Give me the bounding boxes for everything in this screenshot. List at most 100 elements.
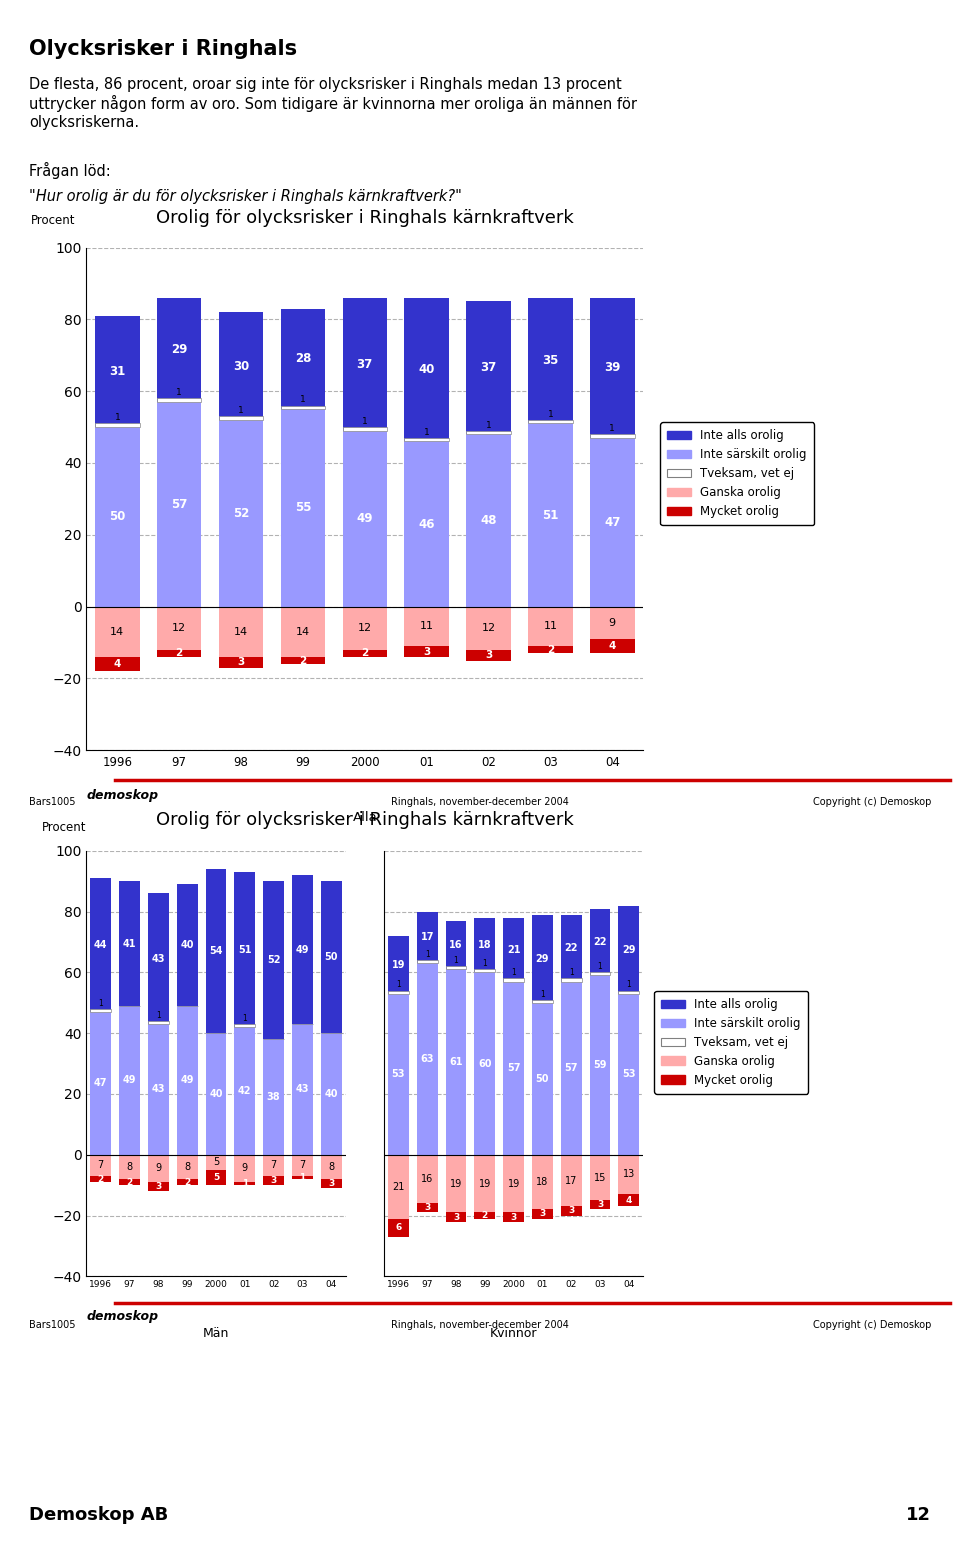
- Bar: [177, 1006, 198, 1154]
- Text: demoskop: demoskop: [86, 789, 158, 801]
- Text: 46: 46: [419, 518, 435, 531]
- Text: 1: 1: [238, 407, 244, 415]
- Bar: [561, 981, 582, 1154]
- Text: 22: 22: [564, 944, 578, 953]
- Bar: [292, 876, 313, 1024]
- Bar: [417, 1154, 438, 1204]
- Text: 3: 3: [568, 1207, 574, 1216]
- Bar: [618, 905, 639, 993]
- Bar: [388, 1154, 409, 1219]
- Text: 3: 3: [453, 1213, 459, 1222]
- Text: 18: 18: [537, 1177, 548, 1187]
- Text: 1: 1: [362, 418, 368, 425]
- Text: 13: 13: [623, 1170, 635, 1179]
- Text: 1: 1: [423, 429, 429, 436]
- Text: 44: 44: [94, 941, 108, 950]
- Text: 61: 61: [449, 1057, 463, 1067]
- Bar: [589, 1200, 611, 1210]
- Text: 53: 53: [622, 1069, 636, 1080]
- Bar: [234, 1182, 255, 1185]
- Text: Orolig för olycksrisker i Ringhals kärnkraftverk: Orolig för olycksrisker i Ringhals kärnk…: [156, 811, 574, 829]
- Text: 11: 11: [420, 622, 434, 631]
- Bar: [589, 908, 611, 976]
- Text: 1: 1: [483, 959, 487, 968]
- Text: 8: 8: [184, 1162, 190, 1173]
- Bar: [474, 973, 495, 1154]
- Bar: [95, 316, 139, 427]
- Text: 37: 37: [357, 357, 372, 371]
- Bar: [280, 405, 325, 408]
- Bar: [119, 1154, 140, 1179]
- Bar: [280, 308, 325, 408]
- Text: 4: 4: [626, 1196, 632, 1205]
- Text: 1: 1: [512, 968, 516, 978]
- Bar: [528, 647, 573, 653]
- Text: 31: 31: [109, 365, 126, 377]
- Bar: [280, 657, 325, 664]
- Bar: [474, 1213, 495, 1219]
- Bar: [119, 1179, 140, 1185]
- Bar: [292, 1024, 313, 1154]
- Text: De flesta, 86 procent, oroar sig inte för olycksrisker i Ringhals medan 13 proce: De flesta, 86 procent, oroar sig inte fö…: [29, 77, 636, 130]
- Text: 17: 17: [565, 1176, 577, 1185]
- Bar: [90, 879, 111, 1012]
- Bar: [532, 1210, 553, 1219]
- Bar: [618, 990, 639, 993]
- Bar: [90, 1176, 111, 1182]
- Text: 3: 3: [511, 1213, 516, 1222]
- Bar: [177, 885, 198, 1006]
- Bar: [156, 650, 202, 657]
- Bar: [503, 1213, 524, 1222]
- Bar: [532, 1002, 553, 1154]
- Bar: [404, 606, 449, 647]
- Text: 2: 2: [98, 1174, 104, 1183]
- Bar: [445, 1154, 467, 1213]
- Bar: [205, 1033, 227, 1154]
- Bar: [280, 606, 325, 657]
- Bar: [388, 990, 409, 993]
- Text: 14: 14: [234, 627, 248, 637]
- Text: 16: 16: [421, 1174, 433, 1183]
- Text: demoskop: demoskop: [86, 1310, 158, 1323]
- Bar: [321, 1154, 342, 1179]
- Bar: [234, 1154, 255, 1182]
- Bar: [474, 917, 495, 973]
- Text: 51: 51: [542, 509, 559, 521]
- Text: 60: 60: [478, 1058, 492, 1069]
- Text: 1: 1: [177, 388, 182, 398]
- Bar: [95, 657, 139, 671]
- Text: 5: 5: [213, 1173, 219, 1182]
- Text: 19: 19: [508, 1179, 519, 1188]
- Text: Copyright (c) Demoskop: Copyright (c) Demoskop: [813, 797, 931, 806]
- Bar: [234, 1027, 255, 1154]
- Text: 1: 1: [243, 1013, 247, 1023]
- Text: 50: 50: [109, 511, 126, 523]
- Text: Män: Män: [203, 1327, 229, 1340]
- Text: 8: 8: [127, 1162, 132, 1173]
- Bar: [532, 999, 553, 1002]
- Bar: [467, 650, 511, 661]
- Text: 63: 63: [420, 1054, 434, 1064]
- Text: 29: 29: [536, 954, 549, 964]
- Bar: [205, 1170, 227, 1185]
- Bar: [219, 657, 263, 668]
- Bar: [417, 964, 438, 1154]
- Text: 7: 7: [300, 1160, 305, 1171]
- Bar: [561, 1207, 582, 1216]
- Text: Procent: Procent: [42, 821, 86, 834]
- Bar: [590, 639, 635, 653]
- Bar: [445, 970, 467, 1154]
- Text: 43: 43: [152, 954, 165, 964]
- Text: 1: 1: [610, 424, 615, 433]
- Text: 6: 6: [396, 1224, 401, 1231]
- Text: 37: 37: [480, 362, 496, 374]
- Bar: [219, 312, 263, 419]
- Text: 54: 54: [209, 947, 223, 956]
- Text: 28: 28: [295, 353, 311, 365]
- Text: 1: 1: [540, 990, 544, 998]
- Bar: [219, 419, 263, 606]
- Bar: [148, 1021, 169, 1024]
- Bar: [467, 430, 511, 435]
- Bar: [589, 976, 611, 1154]
- Bar: [90, 1154, 111, 1176]
